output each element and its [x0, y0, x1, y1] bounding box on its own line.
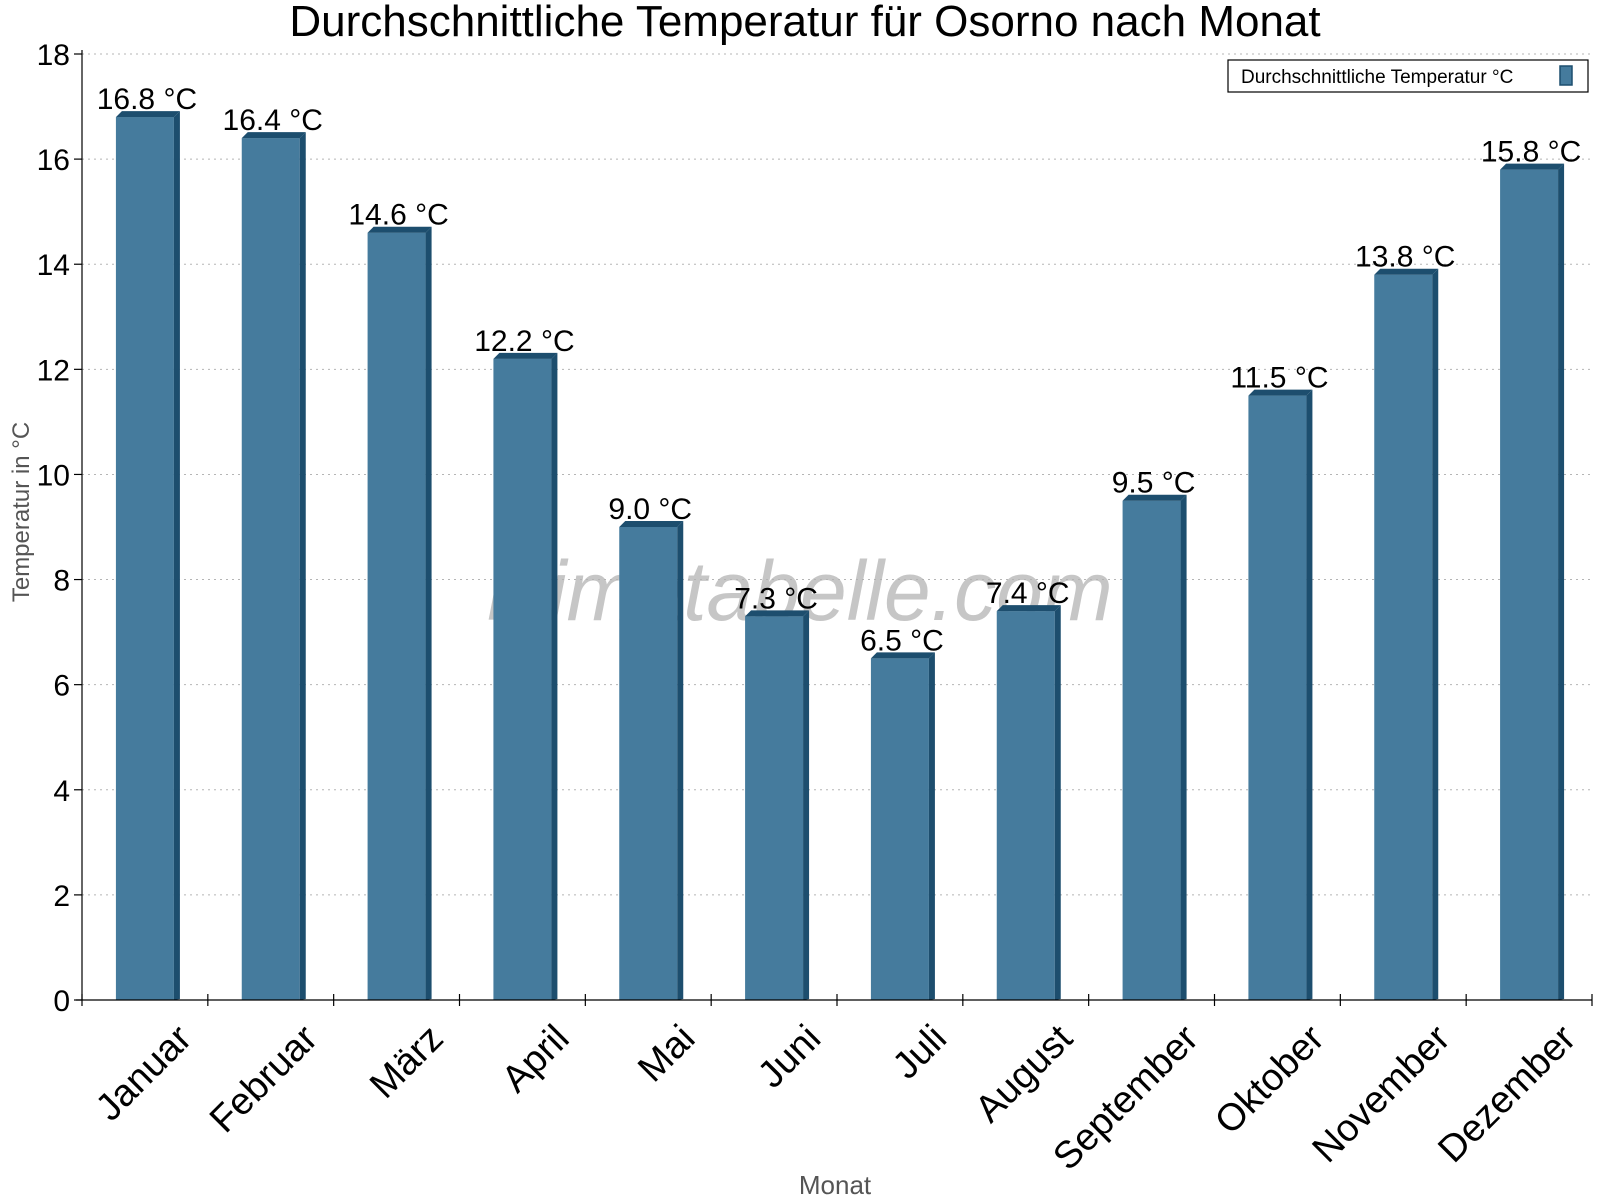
legend: Durchschnittliche Temperatur °C — [1227, 59, 1589, 93]
bar-august — [996, 605, 1061, 1000]
bar-juli — [870, 652, 935, 1000]
bar-front — [745, 616, 804, 1000]
bar-top — [1248, 389, 1313, 396]
bar-side — [299, 132, 306, 1001]
bar-side — [677, 521, 684, 1000]
value-label: 13.8 °C — [1355, 241, 1455, 274]
value-label: 16.8 °C — [97, 83, 197, 116]
legend-box — [1227, 59, 1589, 93]
value-label: 11.5 °C — [1230, 362, 1328, 395]
y-tick-label: 12 — [37, 354, 70, 387]
value-label: 9.5 °C — [1112, 467, 1196, 500]
bar-front — [367, 232, 426, 1000]
bar-side — [173, 111, 180, 1001]
bar-juni — [745, 610, 810, 1000]
bar-front — [1500, 169, 1559, 1001]
bar-top — [619, 521, 684, 527]
x-tick-label: Juli — [885, 1017, 955, 1087]
bar-side — [1558, 163, 1565, 1001]
bar-front — [1248, 395, 1307, 1001]
bar-top — [367, 226, 432, 233]
bar-front — [870, 658, 929, 1000]
bar-märz — [367, 226, 432, 1000]
x-tick-label: Oktober — [1207, 1017, 1333, 1143]
x-tick-label: Februar — [202, 1017, 326, 1141]
bar-front — [996, 611, 1055, 1000]
bar-side — [425, 226, 432, 1000]
x-tick-label: Mai — [630, 1017, 703, 1090]
bar-front — [619, 527, 678, 1000]
value-label: 7.3 °C — [734, 582, 818, 615]
y-tick-label: 18 — [37, 39, 70, 72]
y-tick-label: 14 — [37, 249, 70, 282]
bars — [115, 111, 1565, 1001]
value-label: 12.2 °C — [474, 325, 574, 358]
legend-label: Durchschnittliche Temperatur °C — [1241, 67, 1513, 88]
value-label: 6.5 °C — [860, 624, 944, 657]
y-tick-label: 6 — [53, 670, 70, 703]
bar-side — [1432, 268, 1439, 1000]
bar-top — [493, 352, 558, 359]
x-tick-label: Dezember — [1430, 1017, 1584, 1171]
x-tick-label: November — [1305, 1017, 1459, 1171]
value-label: 16.4 °C — [223, 104, 323, 137]
bar-front — [493, 358, 552, 1000]
value-label: 15.8 °C — [1481, 136, 1581, 169]
grid-lines — [82, 53, 1592, 896]
value-label: 14.6 °C — [348, 199, 448, 232]
y-tick-label: 2 — [53, 880, 70, 913]
bar-side — [1180, 494, 1187, 1000]
x-axis-label: Monat — [799, 1170, 872, 1200]
y-tick-label: 8 — [53, 565, 70, 598]
bar-april — [493, 352, 558, 1000]
bar-top — [1500, 163, 1565, 170]
bar-side — [1054, 605, 1061, 1000]
bar-november — [1374, 268, 1439, 1000]
bar-top — [745, 610, 810, 617]
bar-top — [1374, 268, 1439, 275]
bar-mai — [619, 521, 684, 1000]
value-label: 7.4 °C — [986, 577, 1070, 610]
bar-januar — [115, 111, 180, 1001]
bar-front — [241, 138, 300, 1001]
value-labels: 16.8 °C 16.4 °C 14.6 °C 12.2 °C 9.0 °C 7.3 °C… — [97, 83, 1582, 657]
bar-oktober — [1248, 389, 1313, 1001]
x-tick-label: Juni — [750, 1017, 829, 1096]
legend-swatch — [1559, 65, 1573, 86]
bar-side — [928, 652, 935, 1000]
bar-front — [1122, 500, 1181, 1000]
value-label: 9.0 °C — [608, 493, 692, 526]
bar-front — [1374, 274, 1433, 1000]
bar-side — [803, 610, 810, 1000]
bar-front — [115, 117, 174, 1001]
x-tick-label: April — [494, 1017, 577, 1100]
y-tick-label: 0 — [53, 985, 70, 1018]
y-tick-label: 16 — [37, 144, 70, 177]
bar-top — [870, 652, 935, 659]
bar-september — [1122, 494, 1187, 1000]
bar-side — [551, 352, 558, 1000]
chart-title: Durchschnittliche Temperatur für Osorno … — [289, 0, 1320, 46]
x-tick-label: Januar — [88, 1017, 200, 1129]
bar-februar — [241, 132, 306, 1001]
bar-side — [1306, 389, 1313, 1001]
bar-top — [115, 111, 180, 118]
x-tick-label: März — [362, 1017, 451, 1106]
bar-top — [996, 605, 1061, 612]
bar-dezember — [1500, 163, 1565, 1001]
y-tick-label: 10 — [37, 459, 70, 492]
y-tick-label: 4 — [53, 775, 70, 808]
x-tick-label: August — [967, 1017, 1081, 1131]
bar-top — [1122, 494, 1187, 501]
y-axis-label: Temperatur in °C — [8, 422, 35, 602]
bar-top — [241, 132, 306, 139]
